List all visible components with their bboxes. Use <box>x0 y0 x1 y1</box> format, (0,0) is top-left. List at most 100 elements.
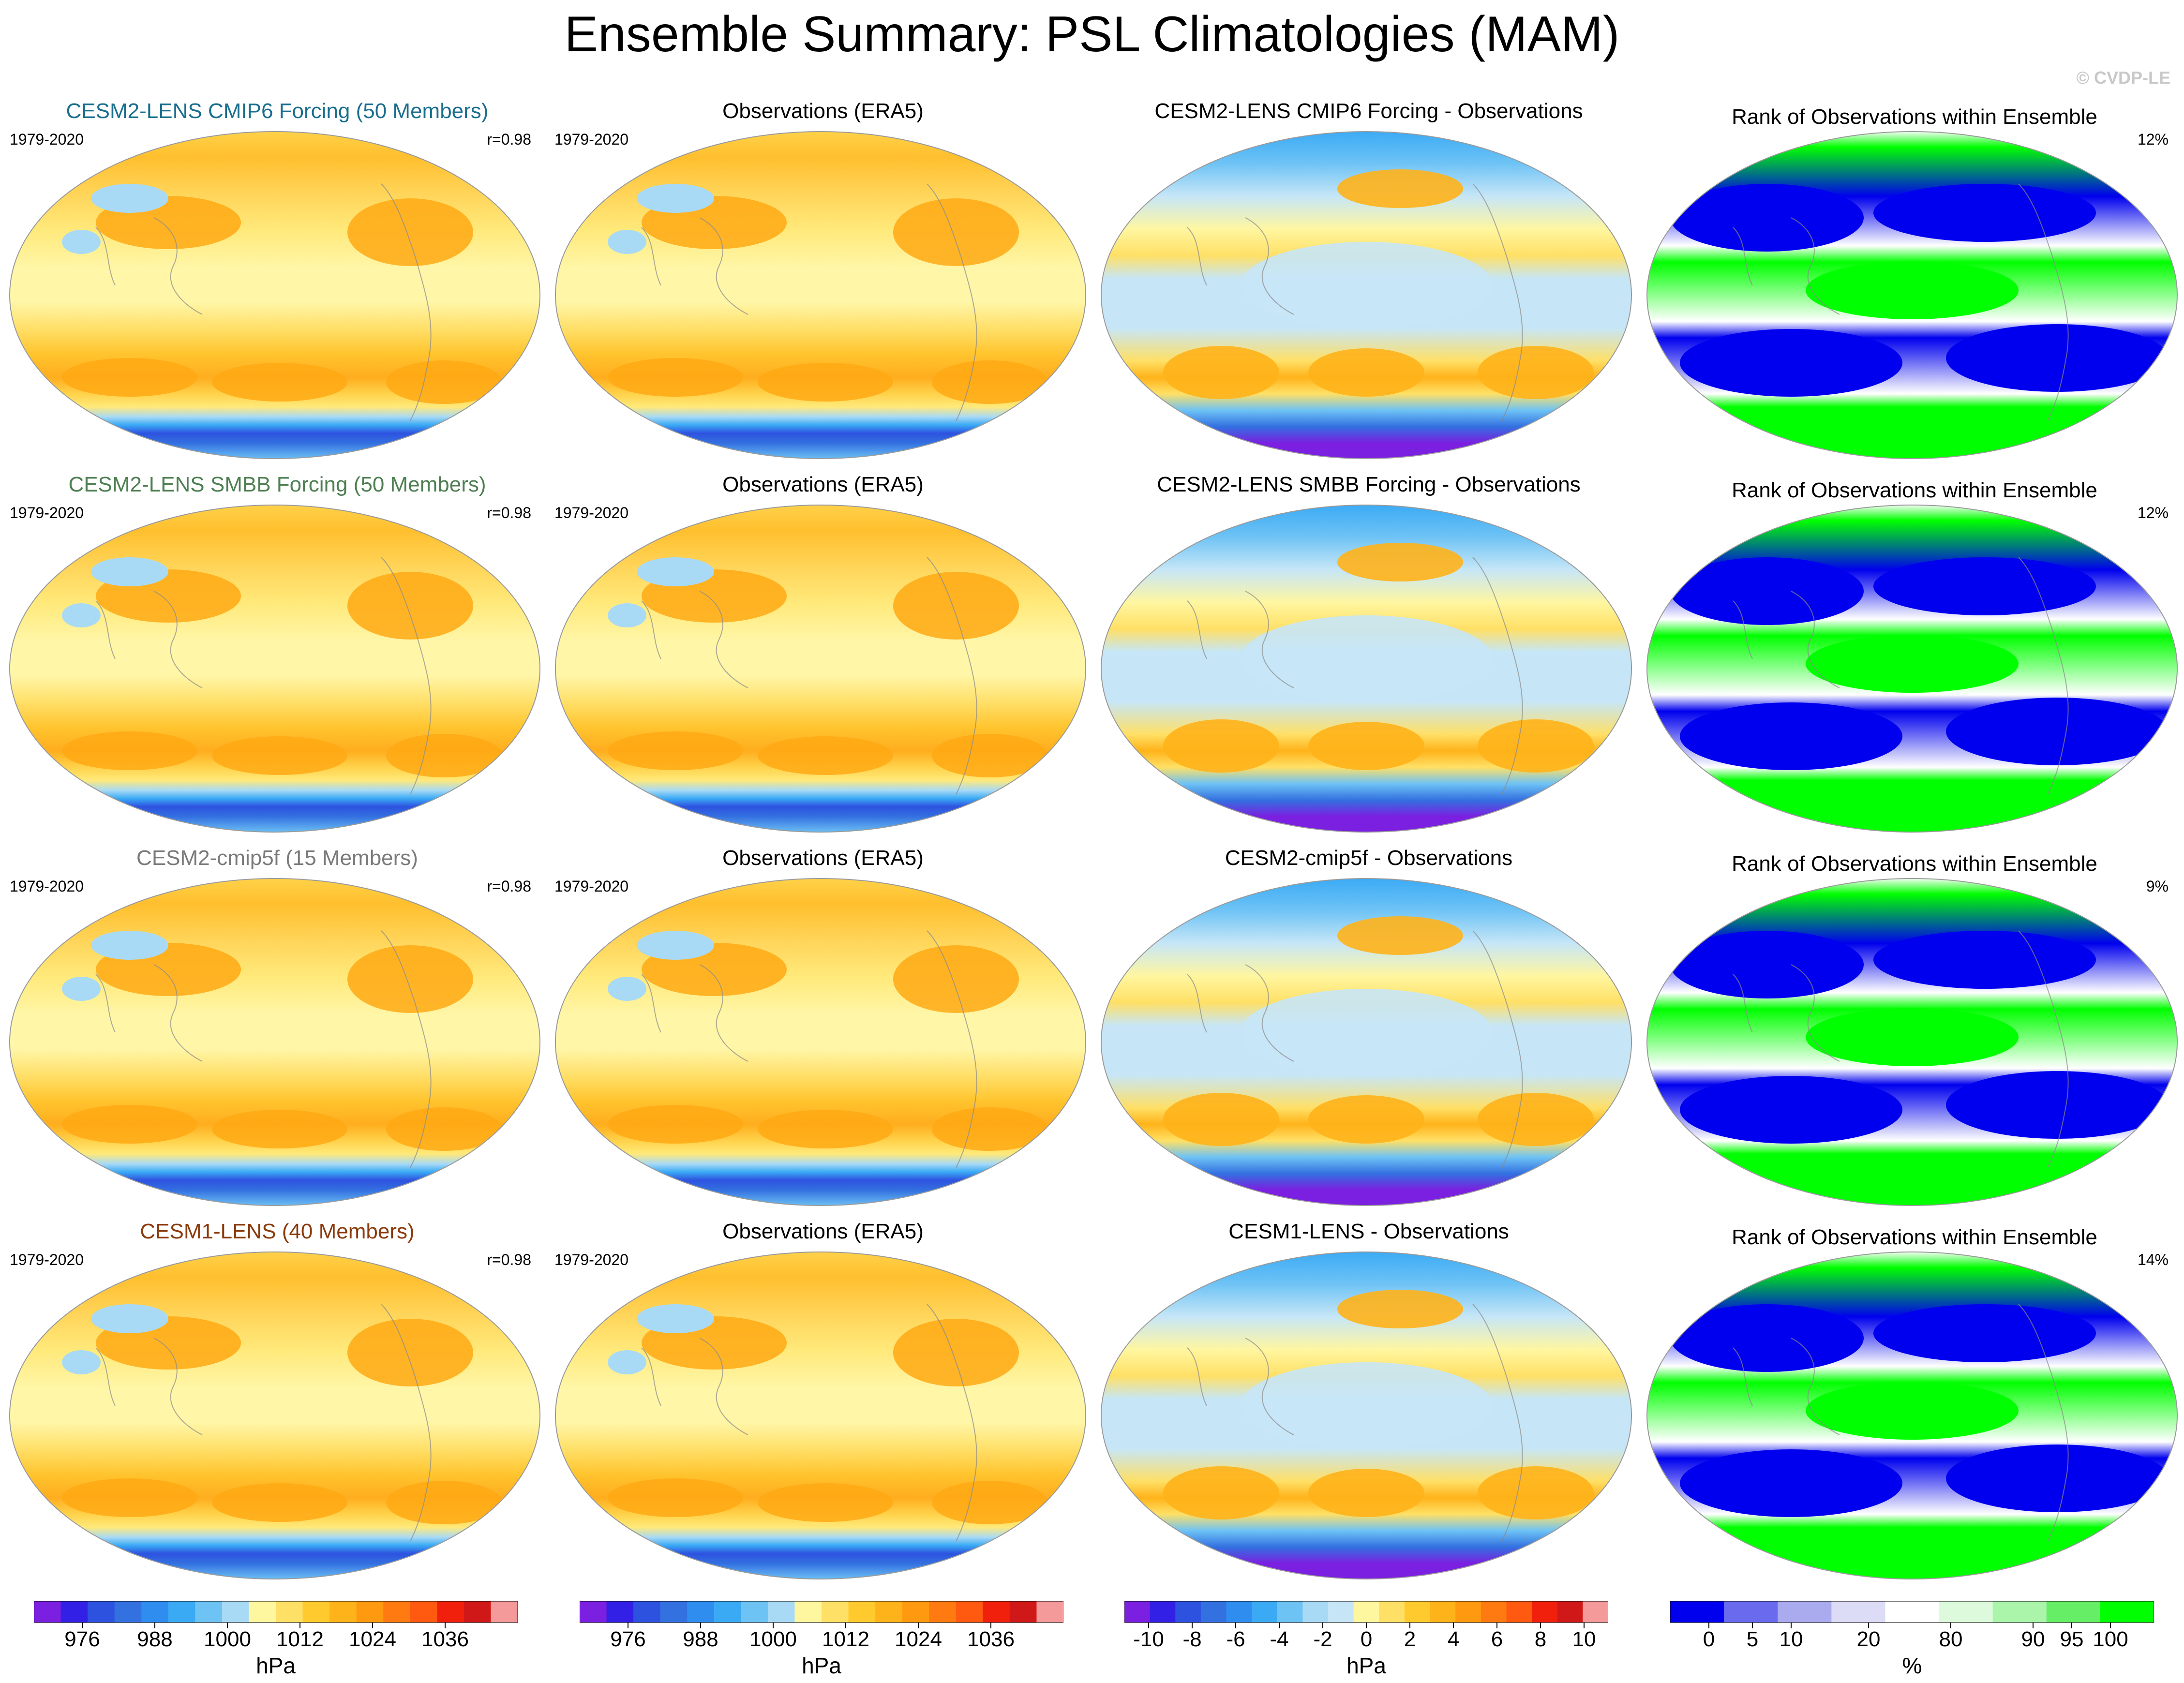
coastline <box>1187 183 1523 421</box>
diff-map <box>1101 1251 1632 1579</box>
colorbar-swatch <box>2046 1601 2101 1623</box>
colorbar-tick-label: 1036 <box>421 1627 469 1651</box>
coastline <box>1187 930 1523 1168</box>
colorbar-swatch <box>1124 1601 1151 1623</box>
model-panel-title: CESM2-LENS CMIP6 Forcing (50 Members) <box>66 99 489 123</box>
colorbar-swatch <box>1455 1601 1481 1623</box>
colorbar-swatch <box>437 1601 464 1623</box>
rank-map <box>1646 878 2178 1206</box>
colorbar-swatch <box>580 1601 607 1623</box>
obs-panel-title: Observations (ERA5) <box>722 99 924 123</box>
rank-field <box>1647 505 2177 832</box>
colorbar-swatch <box>1328 1601 1354 1623</box>
colorbar-swatch <box>741 1601 768 1623</box>
colorbar-swatch <box>302 1601 330 1623</box>
colorbar-swatch <box>383 1601 411 1623</box>
colorbar-swatch <box>1992 1601 2047 1623</box>
colorbar-tick-label: 0 <box>1703 1627 1715 1651</box>
colorbar-swatch <box>1939 1601 1993 1623</box>
colorbar-swatch <box>329 1601 357 1623</box>
diff-panel-title: CESM2-LENS SMBB Forcing - Observations <box>1157 473 1581 496</box>
model-period: 1979-2020 <box>10 131 84 148</box>
psl-map <box>555 878 1086 1206</box>
map-border <box>1646 878 2178 1206</box>
colorbar-swatch <box>34 1601 61 1623</box>
colorbar-tick-label: 6 <box>1491 1627 1503 1651</box>
colorbar-swatch <box>1557 1601 1583 1623</box>
colorbar-swatch <box>1481 1601 1507 1623</box>
map-border <box>9 131 540 459</box>
pattern-correlation: r=0.98 <box>487 131 531 148</box>
colorbar-swatch <box>848 1601 876 1623</box>
map-border <box>9 1251 540 1579</box>
pattern-correlation: r=0.98 <box>487 878 531 895</box>
colorbar-tick-label: 95 <box>2060 1627 2084 1651</box>
colorbar-tick-label: 976 <box>610 1627 646 1651</box>
colorbar-swatch <box>222 1601 249 1623</box>
diff-panel-title: CESM2-cmip5f - Observations <box>1225 846 1513 870</box>
colorbar-tick-label: 1036 <box>967 1627 1015 1651</box>
psl-colorbar-model <box>34 1601 518 1628</box>
colorbar-swatch <box>410 1601 437 1623</box>
rank-panel-title: Rank of Observations within Ensemble <box>1732 105 2097 129</box>
coastline <box>95 557 432 795</box>
coastline <box>1187 557 1523 795</box>
map-border <box>1646 131 2178 459</box>
colorbar-swatch <box>114 1601 142 1623</box>
rank-map <box>1646 131 2178 459</box>
colorbar-tick-label: -6 <box>1226 1627 1245 1651</box>
colorbar-swatch <box>794 1601 822 1623</box>
colorbar-swatch <box>1353 1601 1379 1623</box>
rank-percent: 14% <box>2137 1251 2169 1268</box>
colorbar-swatch <box>88 1601 115 1623</box>
colorbar-swatch <box>1430 1601 1456 1623</box>
colorbar-swatch <box>714 1601 741 1623</box>
colorbar-tick-label: 1012 <box>822 1627 869 1651</box>
coastline <box>641 183 977 421</box>
colorbar-tick-label: 0 <box>1360 1627 1373 1651</box>
model-period: 1979-2020 <box>10 1251 84 1268</box>
colorbar-swatch <box>1009 1601 1037 1623</box>
model-period: 1979-2020 <box>10 878 84 895</box>
colorbar-swatch <box>822 1601 849 1623</box>
colorbar-tick-label: 80 <box>1939 1627 1963 1651</box>
psl-field <box>555 132 1086 459</box>
map-border <box>1646 1251 2178 1579</box>
colorbar-tick-label: 2 <box>1404 1627 1416 1651</box>
colorbar-tick-label: 1024 <box>349 1627 396 1651</box>
colorbar-swatch <box>1583 1601 1608 1623</box>
colorbar-tick-label: 8 <box>1534 1627 1547 1651</box>
coastline <box>1733 1304 2069 1542</box>
colorbar-swatch <box>1252 1601 1278 1623</box>
colorbar-swatch <box>1506 1601 1532 1623</box>
coastline <box>1733 183 2069 421</box>
colorbar-unit: hPa <box>1346 1653 1386 1678</box>
psl-map <box>555 1251 1086 1579</box>
colorbar-unit: hPa <box>256 1653 296 1678</box>
colorbar-swatch <box>1036 1601 1063 1623</box>
colorbar-swatch <box>491 1601 518 1623</box>
colorbar-swatch <box>2100 1601 2154 1623</box>
colorbar-tick-label: -10 <box>1133 1627 1164 1651</box>
figure-title: Ensemble Summary: PSL Climatologies (MAM… <box>564 6 1620 62</box>
colorbar-swatch <box>1150 1601 1176 1623</box>
colorbar-tick-label: -8 <box>1182 1627 1202 1651</box>
colorbar-swatch <box>929 1601 957 1623</box>
model-panel-title: CESM1-LENS (40 Members) <box>140 1220 415 1243</box>
diff-map <box>1101 878 1632 1206</box>
diff-field <box>1101 132 1631 459</box>
colorbar-swatch <box>195 1601 223 1623</box>
diff-field <box>1101 505 1631 832</box>
colorbar-swatch <box>1532 1601 1558 1623</box>
colorbar-tick-label: 1024 <box>895 1627 942 1651</box>
pattern-correlation: r=0.98 <box>487 1251 531 1268</box>
psl-map <box>9 131 540 459</box>
colorbar-tick-label: 100 <box>2093 1627 2128 1651</box>
map-border <box>9 505 540 833</box>
map-border <box>555 131 1086 459</box>
colorbar-unit: hPa <box>802 1653 841 1678</box>
colorbar-tick-label: 1000 <box>749 1627 797 1651</box>
colorbar-swatch <box>1404 1601 1431 1623</box>
colorbar-tick-label: 1012 <box>276 1627 324 1651</box>
colorbar-swatch <box>1724 1601 1778 1623</box>
